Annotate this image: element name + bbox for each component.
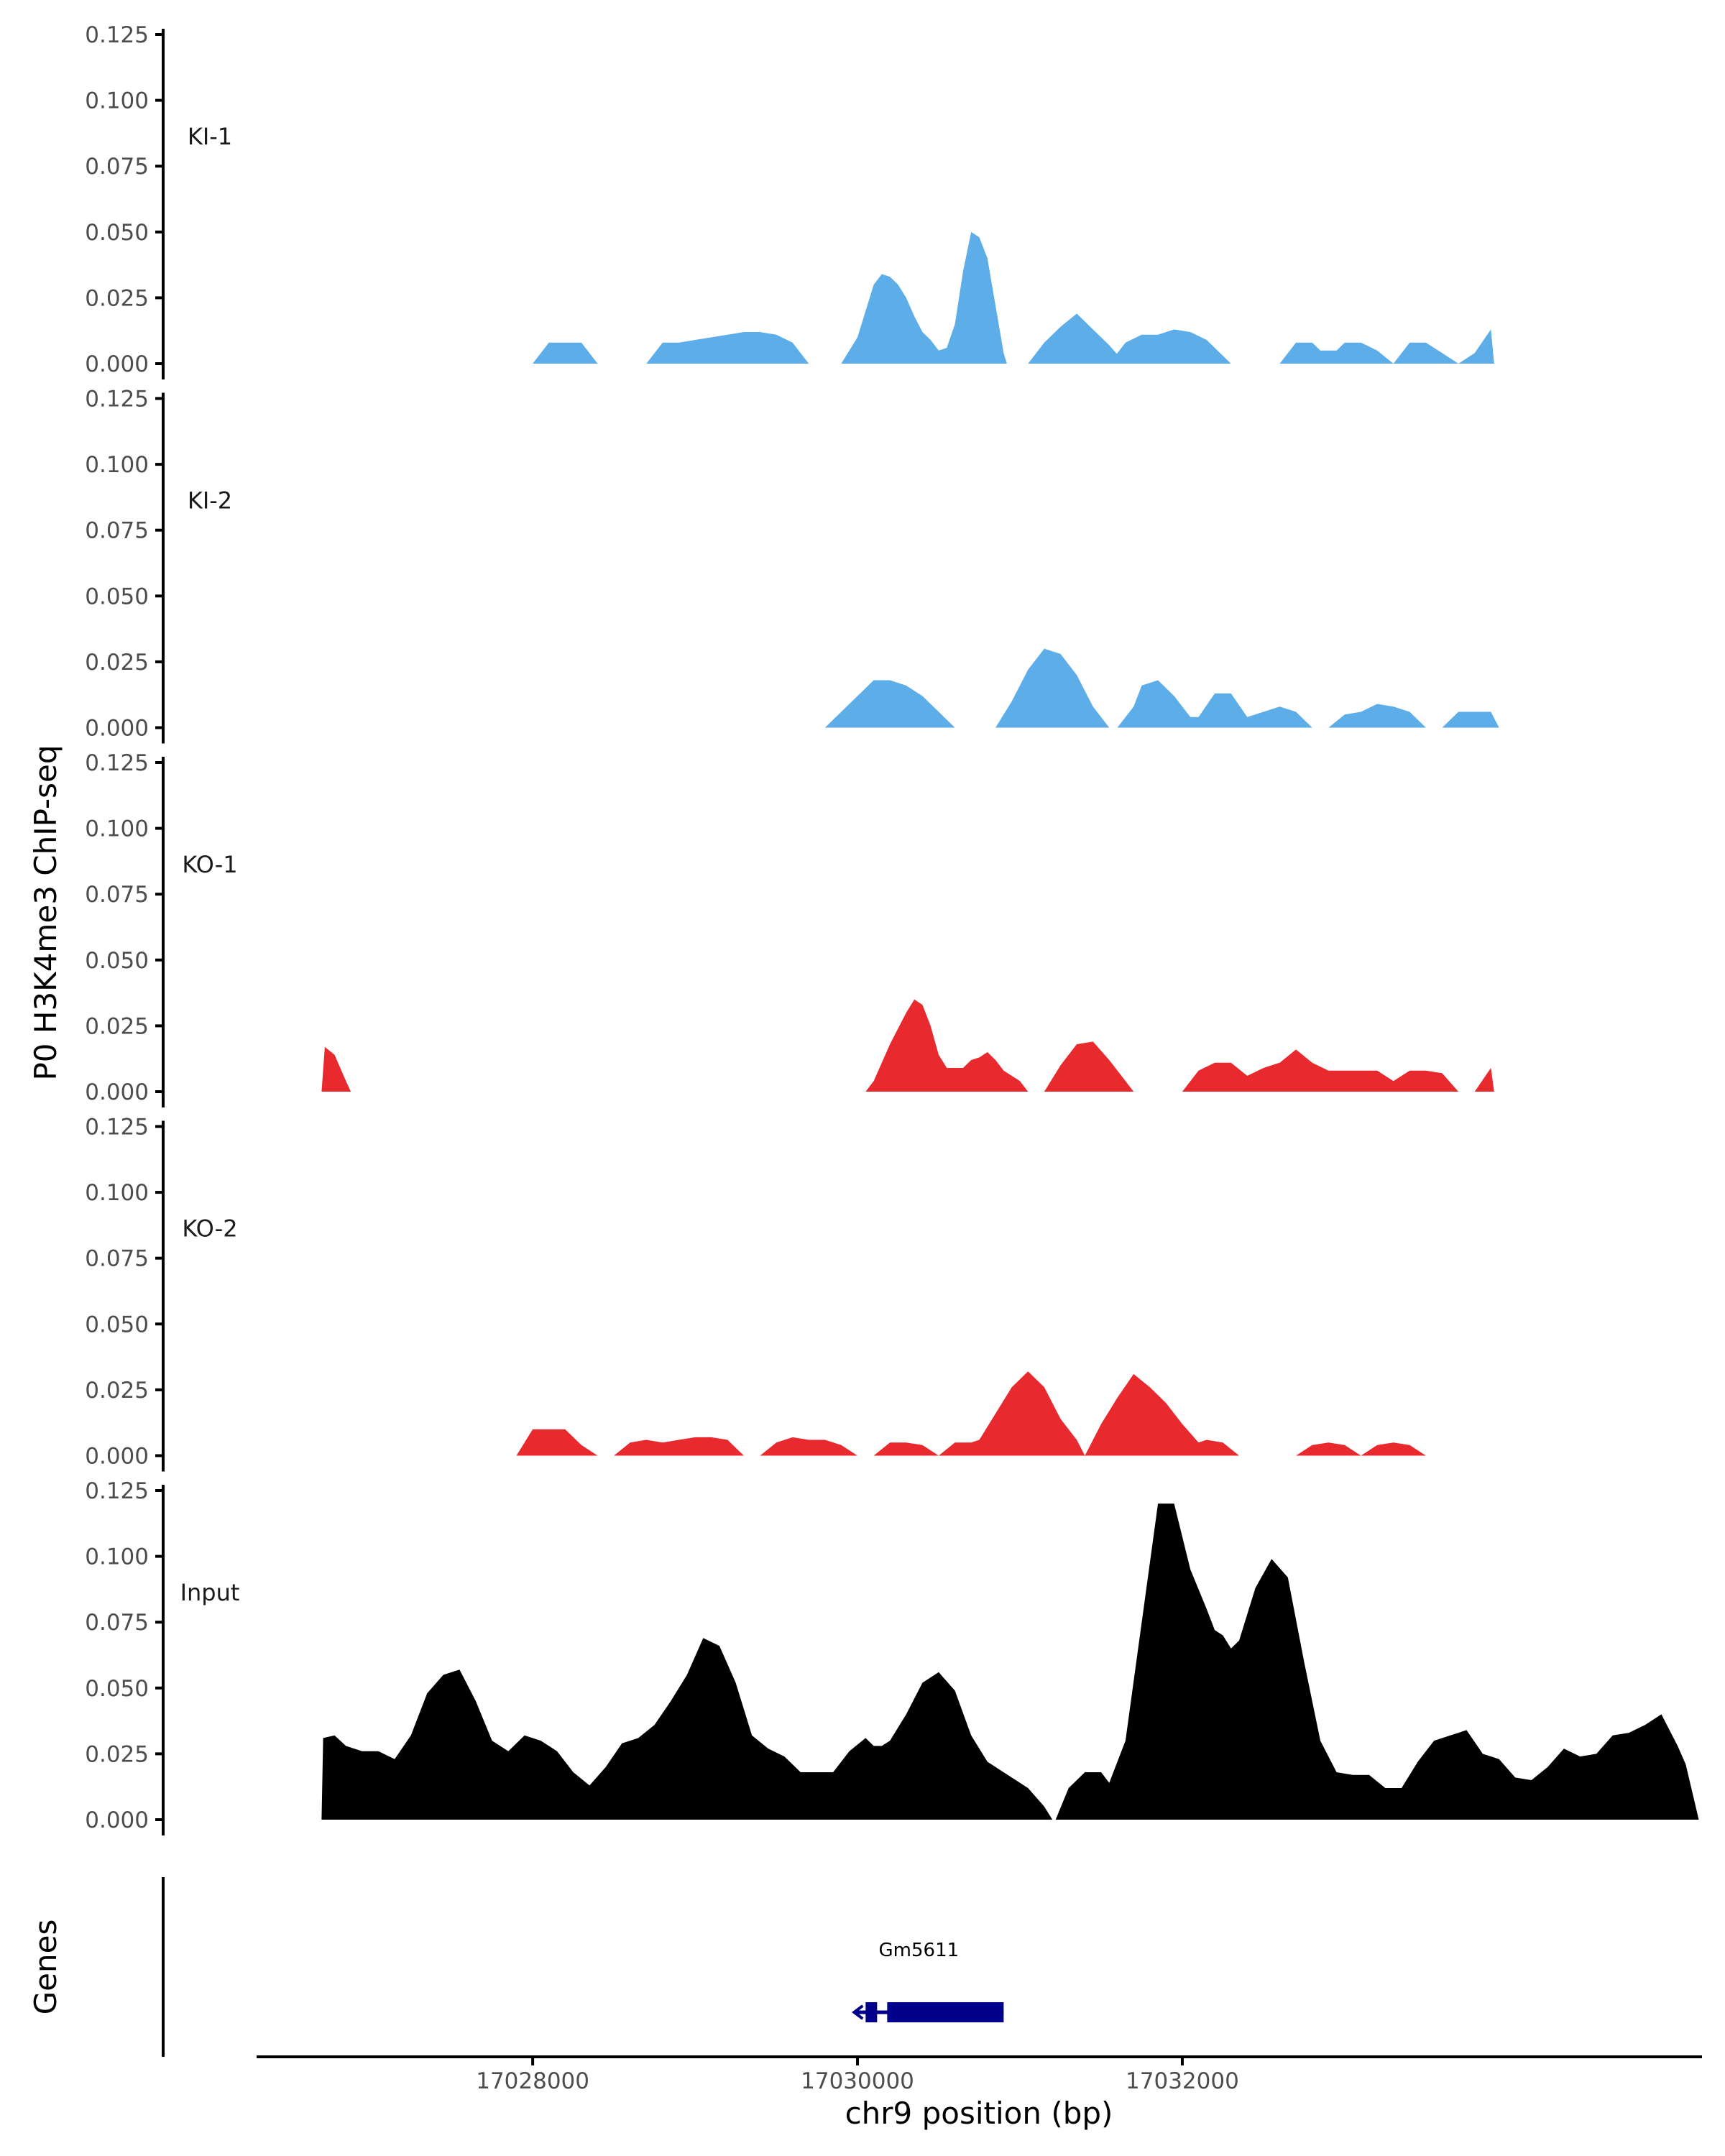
signal-area-ko-1 bbox=[321, 999, 1494, 1092]
y-tick-label: 0.125 bbox=[85, 1115, 149, 1141]
y-tick-label: 0.025 bbox=[85, 1013, 149, 1039]
signal-area-ki-1 bbox=[533, 231, 1494, 364]
y-tick-label: 0.075 bbox=[85, 1610, 149, 1636]
y-tick-label: 0.125 bbox=[85, 387, 149, 413]
y-tick-label: 0.050 bbox=[85, 948, 149, 974]
y-tick-label: 0.000 bbox=[85, 351, 149, 377]
strand-arrow-icon bbox=[851, 2004, 864, 2020]
gene-exon-block bbox=[887, 2002, 1004, 2022]
track-panel-ki-1: 0.000 0.025 0.050 0.075 0.100 0.125 KI-1 bbox=[85, 22, 1494, 379]
y-tick-label: 0.125 bbox=[85, 1478, 149, 1504]
y-tick-label: 0.050 bbox=[85, 1312, 149, 1337]
x-tick-label: 17032000 bbox=[1126, 2068, 1239, 2094]
y-tick-label: 0.100 bbox=[85, 452, 149, 478]
y-tick-label: 0.025 bbox=[85, 1741, 149, 1767]
y-tick-label: 0.075 bbox=[85, 882, 149, 908]
signal-area-ki-2 bbox=[824, 648, 1499, 728]
signal-area-ko-2 bbox=[516, 1371, 1426, 1456]
track-panel-ki-2: 0.000 0.025 0.050 0.075 0.100 0.125 KI-2 bbox=[85, 387, 1499, 744]
y-tick-label: 0.000 bbox=[85, 1079, 149, 1105]
gene-label: Gm5611 bbox=[879, 1940, 960, 1961]
track-label-ki-1: KI-1 bbox=[188, 123, 232, 150]
track-label-ki-2: KI-2 bbox=[188, 487, 232, 514]
track-panel-ko-2: 0.000 0.025 0.050 0.075 0.100 0.125 KO-2 bbox=[85, 1115, 1426, 1472]
track-label-ko-1: KO-1 bbox=[182, 851, 237, 878]
y-tick-label: 0.025 bbox=[85, 650, 149, 676]
y-tick-label: 0.050 bbox=[85, 220, 149, 246]
gene-exon-block bbox=[865, 2002, 878, 2022]
track-panel-input: 0.000 0.025 0.050 0.075 0.100 0.125 Input bbox=[85, 1478, 1699, 1835]
y-tick-label: 0.100 bbox=[85, 88, 149, 114]
y-tick-label: 0.125 bbox=[85, 750, 149, 776]
gene-gm5611: Gm5611 bbox=[851, 1940, 1004, 2022]
y-tick-label: 0.100 bbox=[85, 1180, 149, 1206]
y-tick-label: 0.000 bbox=[85, 1444, 149, 1470]
y-tick-label: 0.075 bbox=[85, 518, 149, 544]
y-tick-label: 0.050 bbox=[85, 1676, 149, 1702]
x-axis-title: chr9 position (bp) bbox=[845, 2096, 1113, 2131]
y-axis-title: P0 H3K4me3 ChIP-seq bbox=[28, 745, 63, 1080]
y-tick-label: 0.100 bbox=[85, 816, 149, 842]
y-tick-label: 0.000 bbox=[85, 1807, 149, 1833]
track-panel-ko-1: 0.000 0.025 0.050 0.075 0.100 0.125 KO-1 bbox=[85, 750, 1494, 1107]
y-tick-label: 0.100 bbox=[85, 1544, 149, 1570]
track-label-ko-2: KO-2 bbox=[182, 1215, 237, 1242]
y-tick-label: 0.125 bbox=[85, 22, 149, 48]
gene-panel: Genes Gm5611 17028000 17030000 17032000 ch… bbox=[28, 1877, 1702, 2131]
y-tick-label: 0.025 bbox=[85, 285, 149, 311]
y-tick-label: 0.075 bbox=[85, 1246, 149, 1272]
y-tick-label: 0.025 bbox=[85, 1378, 149, 1404]
y-tick-label: 0.075 bbox=[85, 154, 149, 180]
signal-area-input bbox=[321, 1503, 1699, 1820]
y-tick-label: 0.000 bbox=[85, 716, 149, 742]
track-label-input: Input bbox=[180, 1579, 240, 1606]
y-tick-label: 0.050 bbox=[85, 584, 149, 609]
genes-axis-title: Genes bbox=[28, 1920, 63, 2015]
x-tick-label: 17028000 bbox=[476, 2068, 589, 2094]
x-tick-label: 17030000 bbox=[801, 2068, 914, 2094]
